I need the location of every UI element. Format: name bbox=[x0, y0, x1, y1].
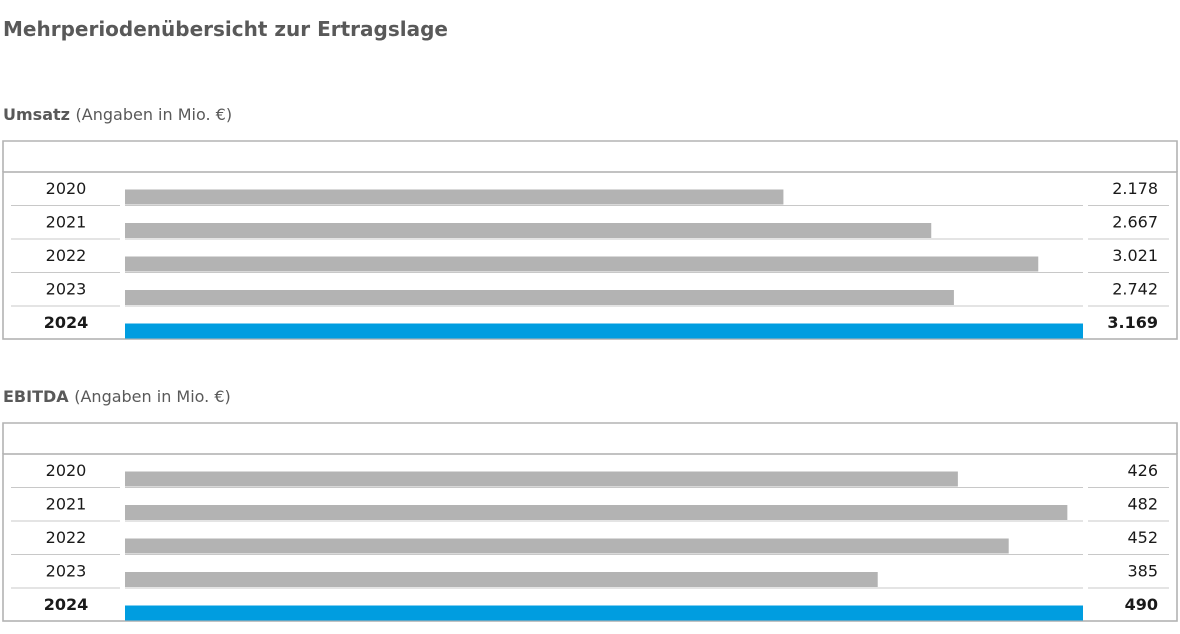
umsatz-bar-2021 bbox=[125, 223, 932, 238]
year-label: 2021 bbox=[46, 495, 87, 514]
chart-row-2024: 2024 3.169 bbox=[44, 313, 1158, 339]
ebitda-bar-2022 bbox=[125, 538, 1009, 554]
ebitda-bar-2024 bbox=[125, 605, 1083, 621]
chart-frame bbox=[2, 140, 1178, 340]
chart-row-2024: 2024 490 bbox=[44, 595, 1158, 621]
chart-frame-top bbox=[2, 140, 1178, 172]
value-label: 426 bbox=[1127, 461, 1158, 480]
year-label: 2022 bbox=[46, 528, 87, 547]
umsatz-bar-2022 bbox=[125, 256, 1039, 272]
chart-frame bbox=[2, 422, 1178, 622]
chart-frame-top bbox=[2, 422, 1178, 454]
value-label: 482 bbox=[1127, 495, 1158, 514]
umsatz-bar-2020 bbox=[125, 189, 784, 205]
chart-row-2021: 2021 2.667 bbox=[11, 213, 1169, 240]
ebitda-bar-2021 bbox=[125, 505, 1068, 520]
value-label: 490 bbox=[1125, 595, 1158, 614]
year-label: 2024 bbox=[44, 313, 89, 332]
page-title: Mehrperiodenübersicht zur Ertragslage bbox=[3, 17, 448, 41]
umsatz-bar-2024 bbox=[125, 323, 1083, 339]
ebitda-bar-2023 bbox=[125, 572, 878, 587]
chart-title-umsatz: Umsatz bbox=[3, 105, 70, 124]
chart-unit-ebitda: (Angaben in Mio. €) bbox=[74, 387, 231, 406]
chart-row-2020: 2020 2.178 bbox=[11, 179, 1169, 206]
year-label: 2021 bbox=[46, 213, 87, 232]
chart-row-2022: 2022 3.021 bbox=[11, 246, 1169, 273]
value-label: 2.667 bbox=[1112, 213, 1158, 232]
year-label: 2020 bbox=[46, 179, 87, 198]
chart-unit-umsatz: (Angaben in Mio. €) bbox=[75, 105, 233, 124]
chart-frame-panel bbox=[2, 453, 1178, 622]
value-label: 2.178 bbox=[1112, 179, 1158, 198]
chart-row-2023: 2023 385 bbox=[11, 562, 1169, 589]
chart-row-2020: 2020 426 bbox=[11, 461, 1169, 488]
value-label: 385 bbox=[1127, 562, 1158, 581]
umsatz-bar-chart: 2020 2.178 2021 2.667 2022 3.021 2023 2.742 2024… bbox=[2, 140, 1178, 340]
year-label: 2022 bbox=[46, 246, 87, 265]
year-label: 2023 bbox=[46, 280, 87, 299]
chart-heading-umsatz: Umsatz (Angaben in Mio. €) bbox=[3, 105, 232, 124]
chart-row-2021: 2021 482 bbox=[11, 495, 1169, 522]
year-label: 2020 bbox=[46, 461, 87, 480]
chart-row-2023: 2023 2.742 bbox=[11, 280, 1169, 307]
value-label: 3.169 bbox=[1107, 313, 1158, 332]
chart-heading-ebitda: EBITDA (Angaben in Mio. €) bbox=[3, 387, 231, 406]
ebitda-bar-chart: 2020 426 2021 482 2022 452 2023 385 2024 490 bbox=[2, 422, 1178, 622]
value-label: 452 bbox=[1127, 528, 1158, 547]
value-label: 3.021 bbox=[1112, 246, 1158, 265]
year-label: 2024 bbox=[44, 595, 89, 614]
chart-row-2022: 2022 452 bbox=[11, 528, 1169, 555]
chart-frame-panel bbox=[2, 171, 1178, 340]
ebitda-bar-2020 bbox=[125, 471, 958, 487]
chart-title-ebitda: EBITDA bbox=[3, 387, 69, 406]
year-label: 2023 bbox=[46, 562, 87, 581]
value-label: 2.742 bbox=[1112, 280, 1158, 299]
umsatz-bar-2023 bbox=[125, 290, 954, 305]
